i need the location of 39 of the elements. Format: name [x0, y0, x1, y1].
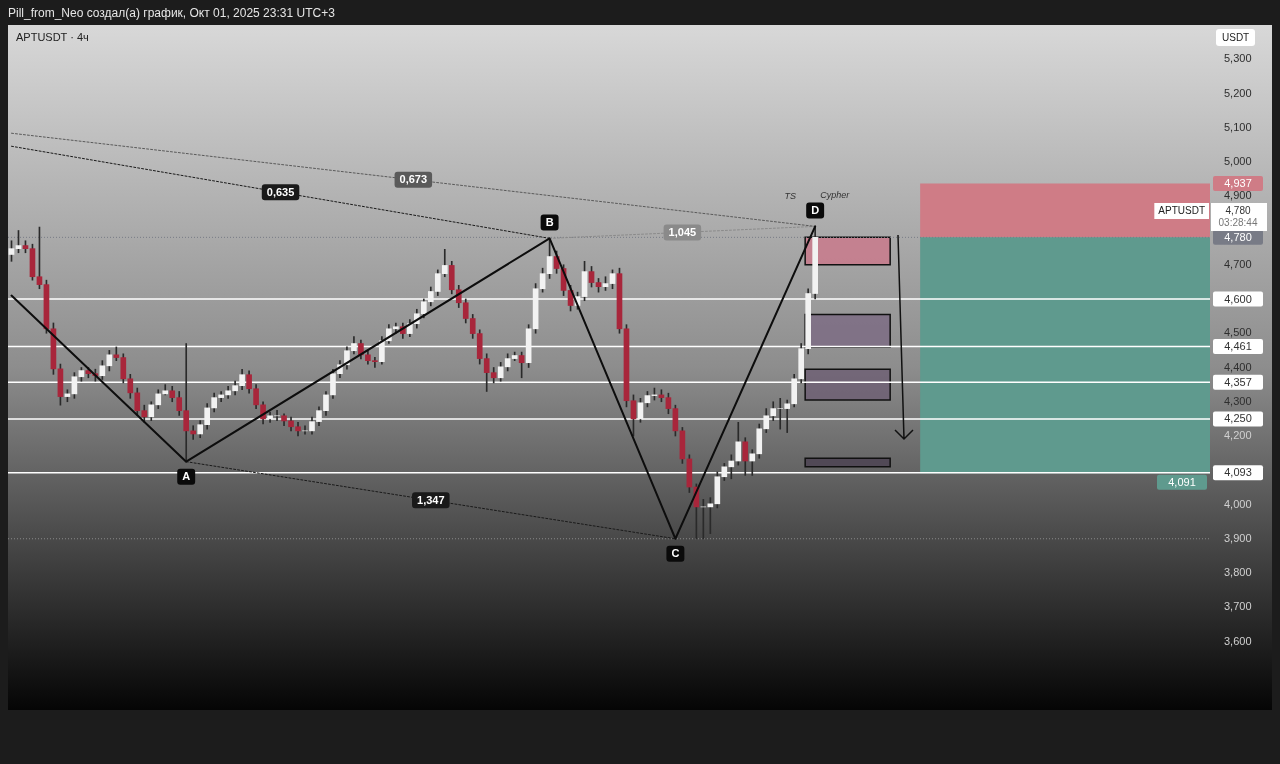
y-tick-label: 3,800: [1224, 566, 1252, 579]
y-tick-label: 5,000: [1224, 155, 1252, 168]
y-tick-label: 4,500: [1224, 326, 1252, 339]
text: 4,780: [1225, 204, 1251, 216]
ref-line-label: 4,093: [1224, 466, 1252, 479]
y-tick-label: 4,300: [1224, 394, 1252, 407]
y-tick-label: 4,200: [1224, 429, 1252, 442]
y-tick-label: 5,100: [1224, 120, 1252, 133]
series-label: 1,045: [668, 225, 697, 238]
chart-title: Pill_from_Neo создал(а) график, Окт 01, 2025 23:31 UTC+3: [8, 6, 335, 20]
y-tick-label: 4,700: [1224, 257, 1252, 270]
text: 03:28:44: [1218, 216, 1258, 228]
y-tick-label: 3,600: [1224, 634, 1252, 647]
text: APTUSDT · 4ч: [16, 31, 89, 43]
annotation: APTUSDT: [1158, 205, 1205, 217]
y-tick-label: 4,000: [1224, 497, 1252, 510]
ref-line-label: 4,357: [1224, 375, 1252, 388]
data-label: A: [182, 470, 191, 483]
ref-line-label: 4,780: [1224, 230, 1252, 243]
series-label: 0,635: [266, 185, 295, 198]
band-label: 4,937: [1224, 177, 1252, 190]
ref-line-label: 4,461: [1224, 340, 1252, 353]
y-tick-label: 4,900: [1224, 189, 1252, 202]
annotation: Cypher: [820, 189, 851, 200]
ref-line-label: 4,250: [1224, 412, 1252, 425]
y-tick-label: 5,200: [1224, 86, 1252, 99]
y-axis-title: USDT: [1216, 29, 1256, 46]
series-label: 1,347: [417, 493, 445, 506]
annotation: TS: [784, 190, 796, 201]
y-tick-label: 5,300: [1224, 52, 1252, 65]
band-label: 4,091: [1168, 475, 1196, 488]
data-label: B: [545, 215, 554, 228]
y-tick-label: 3,700: [1224, 600, 1252, 613]
ref-line-label: 4,600: [1224, 292, 1252, 305]
y-tick-label: 4,400: [1224, 360, 1252, 373]
y-tick-label: 3,900: [1224, 531, 1252, 544]
data-label: D: [811, 203, 820, 216]
data-label: C: [671, 547, 680, 560]
series-label: 0,673: [399, 173, 428, 186]
